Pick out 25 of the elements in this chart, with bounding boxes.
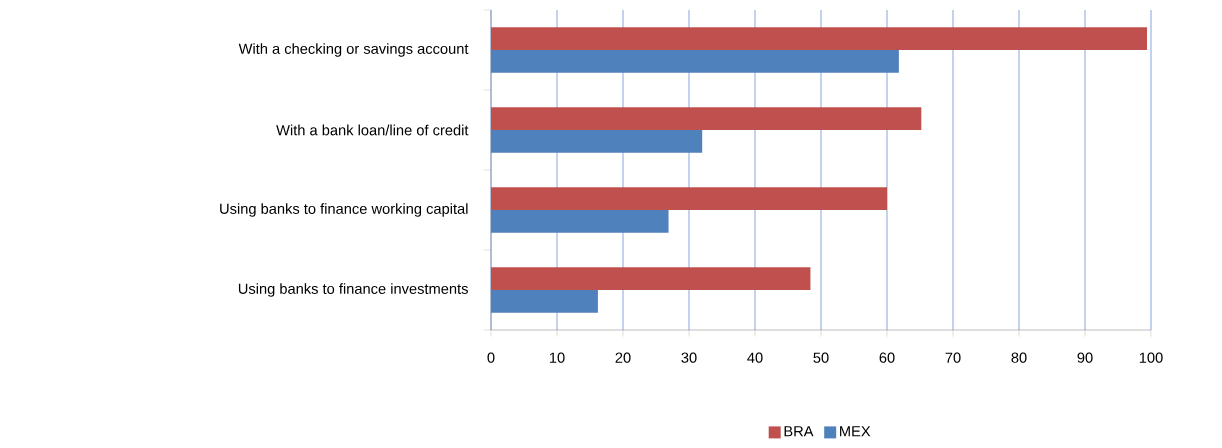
y-tick-label: Using banks to finance working capital: [220, 203, 468, 217]
bar: [491, 289, 598, 313]
bar: [491, 27, 1148, 50]
legend-label: MEX: [840, 426, 871, 437]
y-tick-label: Using banks to finance investments: [238, 283, 468, 297]
x-tick-label: 50: [813, 352, 829, 363]
x-tick-label: 70: [945, 352, 961, 363]
bar: [491, 187, 887, 210]
y-tick-label: With a bank loan/line of credit: [276, 124, 469, 136]
x-tick-label: 30: [681, 352, 697, 363]
bar: [491, 50, 899, 73]
bar: [491, 107, 922, 130]
legend-label: BRA: [784, 426, 814, 437]
bar: [491, 267, 811, 290]
x-tick-label: 60: [879, 352, 895, 363]
x-tick-label: 0: [487, 352, 495, 363]
x-tick-label: 40: [747, 352, 763, 363]
bar: [491, 209, 669, 233]
x-tick-label: 100: [1139, 352, 1163, 363]
x-tick-label: 20: [615, 352, 631, 363]
bar: [491, 129, 703, 153]
x-tick-label: 10: [549, 352, 565, 363]
x-tick-label: 90: [1077, 352, 1093, 363]
y-tick-label: With a checking or savings account: [238, 43, 469, 57]
x-tick-label: 80: [1011, 352, 1027, 363]
